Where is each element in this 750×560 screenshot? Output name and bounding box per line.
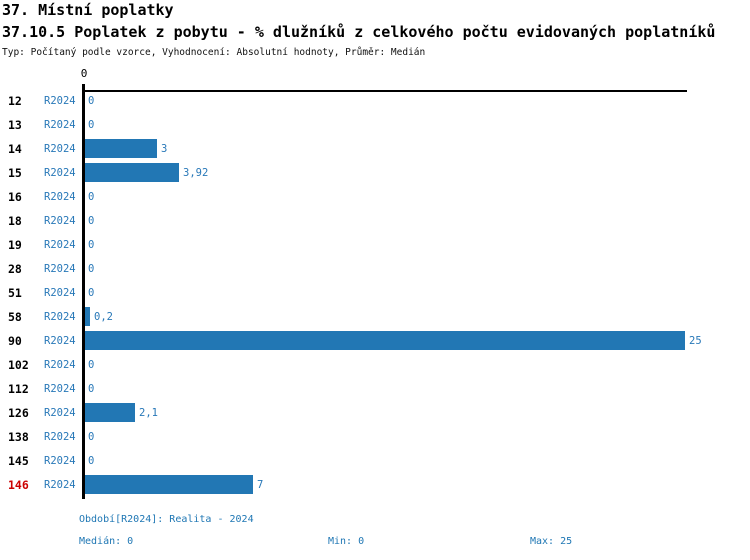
value-label: 0 <box>88 95 95 107</box>
chart-row: 90 R2024 25 <box>0 329 750 353</box>
bar <box>85 163 179 182</box>
category-label: 28 <box>8 262 22 276</box>
series-label: R2024 <box>44 287 76 299</box>
bar <box>85 331 685 350</box>
y-axis-line <box>82 84 85 499</box>
value-label: 0 <box>88 431 95 443</box>
series-label: R2024 <box>44 407 76 419</box>
chart-row: 14 R2024 3 <box>0 137 750 161</box>
category-label: 51 <box>8 286 22 300</box>
series-label: R2024 <box>44 479 76 491</box>
category-label: 90 <box>8 334 22 348</box>
x-axis-zero-tick-label: 0 <box>80 67 88 80</box>
bar <box>85 307 90 326</box>
bar-chart-rows: 12 R2024 0 13 R2024 0 14 R2024 3 15 R2024 3,92 16 R20… <box>0 89 750 497</box>
chart-row: 146 R2024 7 <box>0 473 750 497</box>
category-label: 146 <box>8 478 29 492</box>
series-label: R2024 <box>44 359 76 371</box>
bar <box>85 139 157 158</box>
series-label: R2024 <box>44 383 76 395</box>
x-axis-line <box>82 90 687 92</box>
series-label: R2024 <box>44 455 76 467</box>
bar <box>85 475 253 494</box>
category-label: 12 <box>8 94 22 108</box>
series-label: R2024 <box>44 95 76 107</box>
page-title: 37. Místní poplatky <box>2 1 174 19</box>
category-label: 102 <box>8 358 29 372</box>
value-label: 3,92 <box>183 167 209 179</box>
footer-min-label: Min: 0 <box>328 536 365 547</box>
category-label: 58 <box>8 310 22 324</box>
series-label: R2024 <box>44 143 76 155</box>
chart-meta-line: Typ: Počítaný podle vzorce, Vyhodnocení:… <box>2 47 426 58</box>
value-label: 0 <box>88 287 95 299</box>
value-label: 0 <box>88 191 95 203</box>
value-label: 0 <box>88 263 95 275</box>
footer-median-label: Medián: 0 <box>79 536 134 547</box>
series-label: R2024 <box>44 239 76 251</box>
series-label: R2024 <box>44 431 76 443</box>
chart-row: 102 R2024 0 <box>0 353 750 377</box>
chart-row: 18 R2024 0 <box>0 209 750 233</box>
chart-row: 51 R2024 0 <box>0 281 750 305</box>
value-label: 2,1 <box>139 407 158 419</box>
category-label: 13 <box>8 118 22 132</box>
chart-row: 112 R2024 0 <box>0 377 750 401</box>
category-label: 19 <box>8 238 22 252</box>
category-label: 15 <box>8 166 22 180</box>
category-label: 112 <box>8 382 29 396</box>
chart-row: 13 R2024 0 <box>0 113 750 137</box>
footer-period-label: Období[R2024]: Realita - 2024 <box>79 514 254 525</box>
series-label: R2024 <box>44 311 76 323</box>
value-label: 0 <box>88 215 95 227</box>
category-label: 145 <box>8 454 29 468</box>
series-label: R2024 <box>44 167 76 179</box>
chart-row: 28 R2024 0 <box>0 257 750 281</box>
series-label: R2024 <box>44 119 76 131</box>
value-label: 0 <box>88 119 95 131</box>
chart-row: 138 R2024 0 <box>0 425 750 449</box>
chart-row: 126 R2024 2,1 <box>0 401 750 425</box>
value-label: 0 <box>88 455 95 467</box>
chart-row: 12 R2024 0 <box>0 89 750 113</box>
chart-row: 19 R2024 0 <box>0 233 750 257</box>
bar <box>85 403 135 422</box>
series-label: R2024 <box>44 335 76 347</box>
value-label: 7 <box>257 479 264 491</box>
category-label: 14 <box>8 142 22 156</box>
value-label: 3 <box>161 143 168 155</box>
series-label: R2024 <box>44 263 76 275</box>
category-label: 138 <box>8 430 29 444</box>
chart-row: 15 R2024 3,92 <box>0 161 750 185</box>
chart-row: 16 R2024 0 <box>0 185 750 209</box>
value-label: 0,2 <box>94 311 113 323</box>
value-label: 0 <box>88 359 95 371</box>
category-label: 16 <box>8 190 22 204</box>
value-label: 0 <box>88 383 95 395</box>
series-label: R2024 <box>44 191 76 203</box>
category-label: 126 <box>8 406 29 420</box>
series-label: R2024 <box>44 215 76 227</box>
footer-max-label: Max: 25 <box>530 536 573 547</box>
value-label: 25 <box>689 335 702 347</box>
value-label: 0 <box>88 239 95 251</box>
category-label: 18 <box>8 214 22 228</box>
chart-subtitle: 37.10.5 Poplatek z pobytu - % dlužníků z… <box>2 23 716 41</box>
chart-row: 145 R2024 0 <box>0 449 750 473</box>
chart-row: 58 R2024 0,2 <box>0 305 750 329</box>
